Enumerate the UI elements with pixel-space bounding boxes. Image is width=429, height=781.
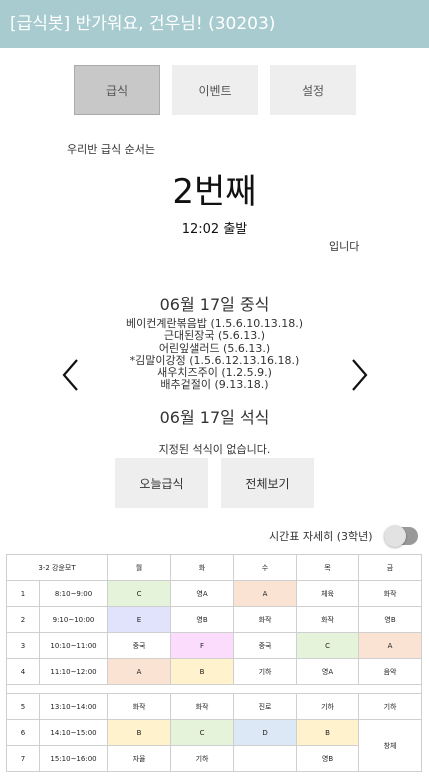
class-cell: F xyxy=(170,632,235,659)
class-cell: 기하 xyxy=(296,693,360,720)
period-number: 1 xyxy=(6,580,40,607)
class-cell: 기하 xyxy=(233,658,298,685)
timetable: 3-2 강윤모T 월 화 수 목 금 1 8:10~9:00 C 영A A 체육… xyxy=(5,554,423,772)
period-number: 3 xyxy=(6,632,40,659)
view-all-label: 전체보기 xyxy=(245,476,290,491)
meal-order-label: 우리반 급식 순서는 xyxy=(67,143,155,156)
period-number: 4 xyxy=(6,658,40,685)
tab-meal-label: 급식 xyxy=(105,83,129,98)
meal-order-value: 2번째 xyxy=(172,172,257,212)
view-all-button[interactable]: 전체보기 xyxy=(221,458,314,508)
day-header: 수 xyxy=(233,554,298,581)
class-cell: 영A xyxy=(170,580,235,607)
dinner-title: 06월 17일 석식 xyxy=(159,408,270,427)
menu-item: 근대된장국 (5.6.13.) xyxy=(163,329,266,343)
period-number: 7 xyxy=(6,745,40,772)
class-cell: 체육 xyxy=(296,580,360,607)
table-row: 7 15:10~16:00 자율 기하 영B xyxy=(6,745,422,772)
departure-time: 12:02 출발 xyxy=(181,222,248,237)
class-cell: A xyxy=(358,632,423,659)
tab-settings[interactable]: 설정 xyxy=(270,65,356,115)
period-number: 6 xyxy=(6,719,40,746)
timetable-detail-toggle[interactable] xyxy=(384,525,418,547)
class-cell: 화작 xyxy=(233,606,298,633)
class-cell: 기하 xyxy=(358,693,423,720)
lunch-break-separator xyxy=(5,684,423,694)
toggle-knob xyxy=(384,525,406,547)
class-cell: 중국 xyxy=(107,632,172,659)
period-time: 8:10~9:00 xyxy=(38,580,109,607)
class-cell: 기하 xyxy=(170,745,235,772)
table-row: 1 8:10~9:00 C 영A A 체육 화작 xyxy=(6,580,423,607)
class-cell: 영B xyxy=(170,606,235,633)
tab-event-label: 이벤트 xyxy=(198,83,232,98)
period-time: 14:10~15:00 xyxy=(38,719,109,746)
class-cell: B xyxy=(107,719,172,746)
period-time: 13:10~14:00 xyxy=(38,693,109,720)
period-number: 2 xyxy=(6,606,40,633)
timetable-class-label: 3-2 강윤모T xyxy=(5,554,109,581)
class-cell: C xyxy=(296,632,360,659)
meal-order-suffix: 입니다 xyxy=(329,240,360,253)
class-cell: A xyxy=(107,658,172,685)
class-cell: 음악 xyxy=(358,658,423,685)
class-cell: B xyxy=(170,658,235,685)
tab-settings-label: 설정 xyxy=(301,83,325,98)
tab-meal[interactable]: 급식 xyxy=(74,65,160,115)
day-header: 금 xyxy=(358,554,423,581)
class-cell: 영A xyxy=(296,658,360,685)
class-cell: E xyxy=(107,606,172,633)
today-meal-button[interactable]: 오늘급식 xyxy=(115,458,208,508)
lunch-title: 06월 17일 중식 xyxy=(159,295,270,314)
chevron-left-icon[interactable] xyxy=(60,358,82,392)
tab-event[interactable]: 이벤트 xyxy=(172,65,258,115)
timetable-detail-label: 시간표 자세히 (3학년) xyxy=(269,530,373,543)
menu-item: 배추겉절이 (9.13.18.) xyxy=(160,378,269,392)
class-cell: 영B xyxy=(358,606,423,633)
class-cell: 화작 xyxy=(296,606,360,633)
class-cell: 자율 xyxy=(107,745,172,772)
class-cell: C xyxy=(170,719,235,746)
class-cell: 중국 xyxy=(233,632,298,659)
lunch-menu: 베이컨계란볶음밥 (1.5.6.10.13.18.) 근대된장국 (5.6.13… xyxy=(0,317,429,392)
class-cell xyxy=(233,745,298,772)
class-cell: 화작 xyxy=(170,693,235,720)
menu-item: *김말이강정 (1.5.6.12.13.16.18.) xyxy=(129,353,300,367)
menu-item: 새우치즈주이 (1.2.5.9.) xyxy=(157,366,272,380)
day-header: 화 xyxy=(170,554,235,581)
class-cell: 진로 xyxy=(233,693,298,720)
class-cell: C xyxy=(107,580,172,607)
class-cell: 화작 xyxy=(107,693,172,720)
class-cell: 화작 xyxy=(358,580,423,607)
table-row: 2 9:10~10:00 E 영B 화작 화작 영B xyxy=(6,606,423,633)
period-time: 10:10~11:00 xyxy=(38,632,109,659)
day-header: 월 xyxy=(107,554,172,581)
class-cell: 영B xyxy=(296,745,360,772)
today-meal-label: 오늘급식 xyxy=(139,476,184,491)
dinner-message: 지정된 석식이 없습니다. xyxy=(158,443,271,456)
class-cell: D xyxy=(233,719,298,746)
class-cell: B xyxy=(296,719,360,746)
period-time: 15:10~16:00 xyxy=(38,745,109,772)
menu-item: 어린잎샐러드 (5.6.13.) xyxy=(158,341,271,355)
period-number: 5 xyxy=(6,693,40,720)
class-cell: 창체 xyxy=(358,719,423,772)
table-row: 3 10:10~11:00 중국 F 중국 C A xyxy=(6,632,423,659)
table-row: 4 11:10~12:00 A B 기하 영A 음악 xyxy=(6,658,423,685)
chevron-right-icon[interactable] xyxy=(348,358,370,392)
period-time: 11:10~12:00 xyxy=(38,658,109,685)
app-header: [급식봇] 반가워요, 건우님! (30203) xyxy=(0,0,429,48)
app-title: [급식봇] 반가워요, 건우님! (30203) xyxy=(10,14,276,34)
table-row: 6 14:10~15:00 B C D B 창체 xyxy=(6,719,423,772)
day-header: 목 xyxy=(296,554,360,581)
table-row: 5 13:10~14:00 화작 화작 진로 기하 기하 xyxy=(6,693,423,720)
menu-item: 베이컨계란볶음밥 (1.5.6.10.13.18.) xyxy=(125,317,303,330)
period-time: 9:10~10:00 xyxy=(38,606,109,633)
timetable-header-row: 3-2 강윤모T 월 화 수 목 금 xyxy=(5,554,423,581)
class-cell: A xyxy=(233,580,298,607)
